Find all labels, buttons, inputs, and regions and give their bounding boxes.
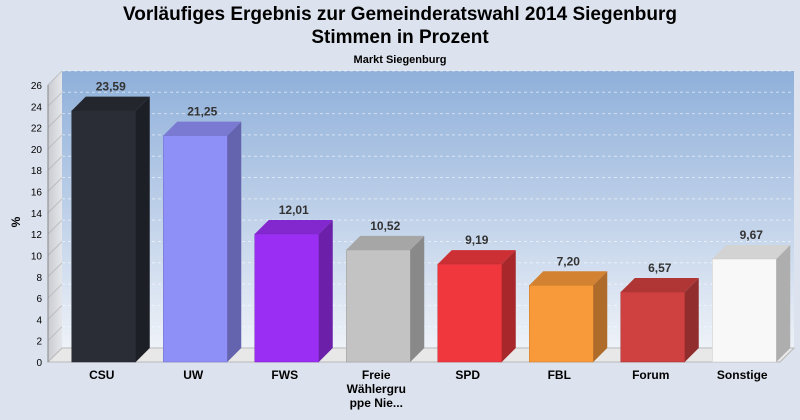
y-tick-label: 6 (36, 294, 42, 305)
bar-side (410, 235, 425, 362)
bar-side (501, 250, 516, 362)
bar (712, 258, 777, 363)
bar-top (529, 271, 608, 286)
bar (620, 291, 685, 363)
bar-sonstige (712, 244, 791, 363)
y-axis-label: % (9, 216, 23, 227)
bar-top (71, 96, 150, 111)
bar (437, 263, 502, 363)
plot-left-wall (48, 71, 62, 362)
bar (254, 233, 319, 363)
bar-top (254, 220, 333, 235)
gridline-wall (47, 134, 63, 150)
bar-spd (437, 250, 516, 363)
data-label: 21,25 (187, 105, 217, 119)
data-label: 10,52 (370, 219, 400, 233)
y-tick-label: 26 (31, 81, 43, 92)
y-tick-label: 8 (36, 273, 42, 284)
bar-freie-w-hlergruppe-nie- (346, 235, 425, 363)
bar-side (227, 121, 242, 362)
x-tick-label: SPD (455, 368, 480, 382)
x-tick-label: FBL (548, 368, 571, 382)
bar-side (776, 244, 791, 362)
bar-fws (254, 220, 333, 363)
bar-top (620, 278, 699, 293)
y-tick-label: 20 (31, 145, 43, 156)
bar (163, 135, 228, 363)
data-label: 9,19 (465, 233, 489, 247)
gridline-wall (47, 198, 63, 214)
y-tick-label: 0 (36, 358, 42, 369)
bar-top (346, 235, 425, 250)
gridline-wall (47, 91, 63, 107)
bar-csu (71, 96, 150, 363)
bar-top (437, 250, 516, 265)
data-label: 6,57 (648, 261, 672, 275)
gridline-wall (47, 113, 63, 128)
y-tick-label: 24 (31, 102, 43, 113)
x-tick-label: FWS (271, 368, 298, 382)
data-label: 23,59 (96, 80, 126, 94)
gridline-wall (47, 70, 63, 86)
gridline-wall (47, 177, 63, 192)
y-tick-label: 14 (31, 209, 43, 220)
bar-uw (163, 121, 242, 363)
data-label: 12,01 (279, 203, 309, 217)
y-tick-label: 22 (31, 124, 43, 135)
bar-forum (620, 278, 699, 363)
y-tick-label: 16 (31, 188, 43, 199)
data-label: 7,20 (557, 254, 581, 268)
bar-side (684, 278, 699, 362)
bar-fbl (529, 271, 608, 363)
x-tick-label: Freie Wählergru ppe Nie... (347, 368, 406, 410)
gridline-wall (47, 305, 63, 320)
x-tick-label: UW (183, 368, 204, 382)
chart-subtitle: Markt Siegenburg (353, 54, 447, 66)
x-tick-label: Forum (632, 368, 669, 382)
bar (346, 249, 411, 363)
gridline-wall (47, 326, 63, 342)
y-tick-label: 4 (36, 315, 42, 326)
bar (71, 110, 136, 363)
gridline-wall (47, 241, 63, 256)
bar (529, 285, 594, 363)
x-tick-label: CSU (89, 368, 114, 382)
y-tick-label: 12 (31, 230, 43, 241)
bar-top (163, 121, 242, 136)
y-tick-label: 18 (31, 166, 43, 177)
gridline-wall (47, 219, 63, 235)
x-tick-label: Sonstige (717, 368, 768, 382)
gridline-wall (47, 262, 63, 278)
data-label: 9,67 (740, 228, 764, 242)
bar-side (318, 220, 333, 362)
y-tick-label: 2 (36, 337, 42, 348)
chart-title-line-2: Stimmen in Prozent (311, 27, 489, 48)
gridline-wall (47, 283, 63, 299)
chart-title: Vorläufiges Ergebnis zur Gemeinderatswah… (123, 4, 677, 25)
bar-side (593, 271, 608, 362)
y-tick-label: 10 (31, 251, 43, 262)
gridline-wall (47, 155, 63, 171)
bar-top (712, 244, 791, 259)
bar-side (135, 96, 150, 362)
